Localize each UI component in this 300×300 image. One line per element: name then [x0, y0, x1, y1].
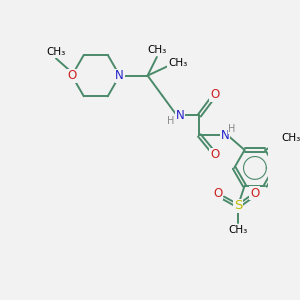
Text: S: S — [234, 199, 242, 212]
Text: CH₃: CH₃ — [168, 58, 187, 68]
Text: O: O — [210, 148, 219, 161]
Text: O: O — [213, 187, 223, 200]
Text: CH₃: CH₃ — [228, 225, 248, 235]
Text: O: O — [67, 69, 76, 82]
Text: O: O — [210, 88, 219, 101]
Text: CH₃: CH₃ — [282, 133, 300, 143]
Text: N: N — [221, 129, 230, 142]
Text: H: H — [228, 124, 236, 134]
Text: CH₃: CH₃ — [46, 47, 65, 58]
Text: N: N — [115, 69, 124, 82]
Text: CH₃: CH₃ — [148, 45, 167, 56]
Text: O: O — [250, 187, 259, 200]
Text: N: N — [176, 109, 184, 122]
Text: H: H — [167, 116, 175, 126]
